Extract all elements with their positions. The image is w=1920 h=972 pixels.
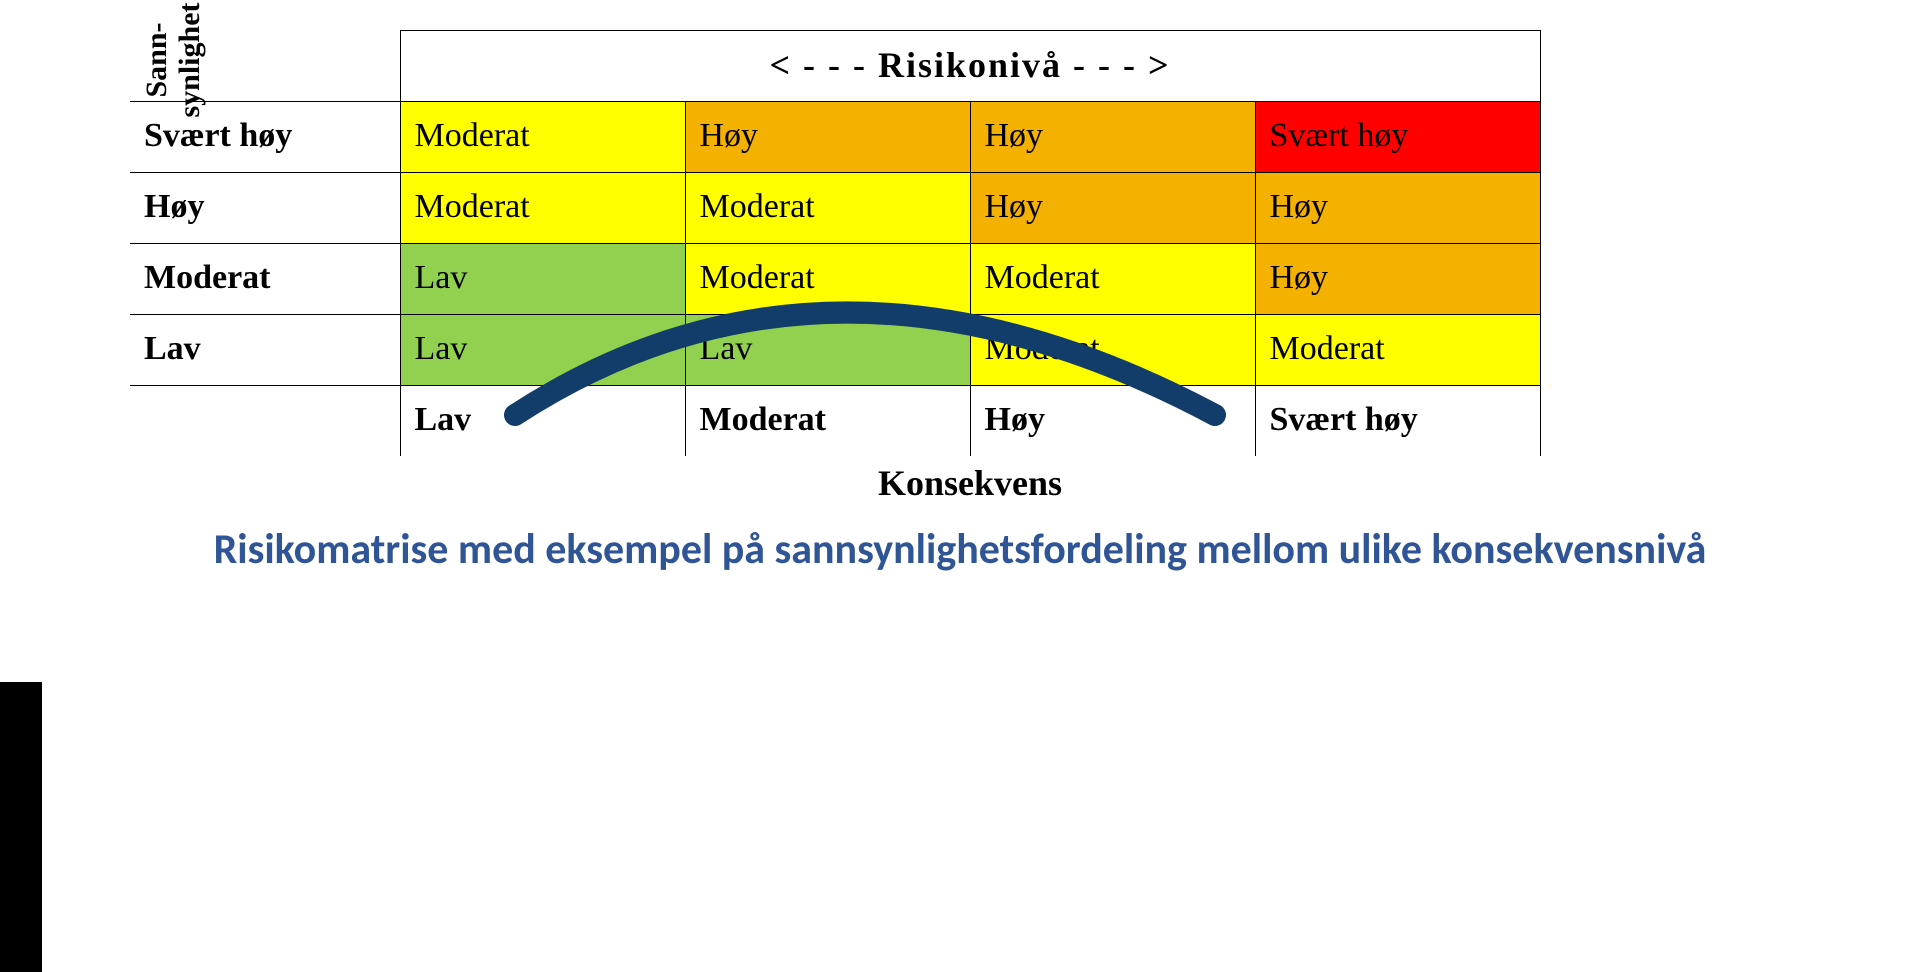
risk-cell: Moderat — [970, 315, 1255, 386]
risk-cell: Moderat — [685, 244, 970, 315]
risk-cell: Lav — [400, 244, 685, 315]
footer-blank — [130, 386, 400, 457]
risk-cell: Høy — [1255, 173, 1540, 244]
header-row: < - - - Risikonivå - - - > — [130, 31, 1540, 102]
risk-level-header: < - - - Risikonivå - - - > — [400, 31, 1540, 102]
table-row: Moderat Lav Moderat Moderat Høy — [130, 244, 1540, 315]
table-row: Lav Lav Lav Moderat Moderat — [130, 315, 1540, 386]
risk-cell: Moderat — [685, 173, 970, 244]
risk-cell: Høy — [1255, 244, 1540, 315]
risk-cell: Svært høy — [1255, 102, 1540, 173]
col-footer: Svært høy — [1255, 386, 1540, 457]
row-header: Lav — [130, 315, 400, 386]
risk-cell: Moderat — [1255, 315, 1540, 386]
decor-black-strip — [0, 682, 42, 972]
y-axis-label: Sann- synlighet — [140, 0, 206, 190]
risk-cell: Moderat — [400, 173, 685, 244]
stage: Sann- synlighet < - - - Risikonivå - - -… — [0, 0, 1920, 972]
col-footer: Lav — [400, 386, 685, 457]
risk-cell: Høy — [970, 173, 1255, 244]
row-header: Moderat — [130, 244, 400, 315]
table-row: Svært høy Moderat Høy Høy Svært høy — [130, 102, 1540, 173]
risk-table: < - - - Risikonivå - - - > Svært høy Mod… — [130, 30, 1541, 456]
table-row: Høy Moderat Moderat Høy Høy — [130, 173, 1540, 244]
risk-cell: Moderat — [400, 102, 685, 173]
footer-row: Lav Moderat Høy Svært høy — [130, 386, 1540, 457]
risk-cell: Lav — [685, 315, 970, 386]
col-footer: Høy — [970, 386, 1255, 457]
risk-cell: Høy — [970, 102, 1255, 173]
risk-matrix: Sann- synlighet < - - - Risikonivå - - -… — [130, 30, 1540, 504]
figure-caption: Risikomatrise med eksempel på sannsynlig… — [80, 520, 1840, 581]
x-axis-label: Konsekvens — [400, 462, 1540, 504]
risk-cell: Lav — [400, 315, 685, 386]
risk-cell: Moderat — [970, 244, 1255, 315]
col-footer: Moderat — [685, 386, 970, 457]
risk-cell: Høy — [685, 102, 970, 173]
